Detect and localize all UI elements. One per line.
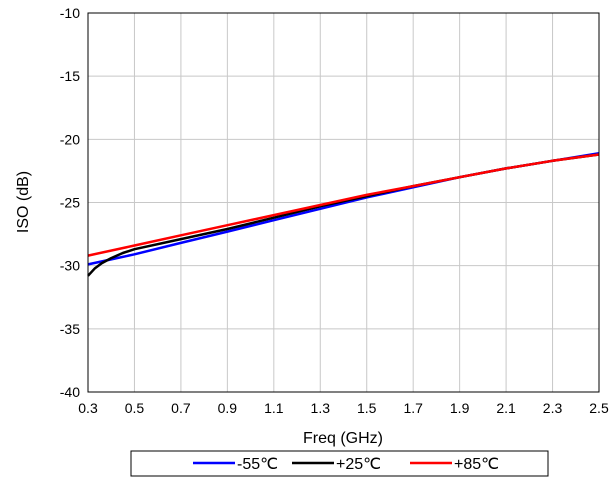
x-tick-label: 1.5 [357,400,377,416]
x-tick-label: 1.1 [264,400,284,416]
legend-label: -55℃ [237,456,278,473]
legend-label: +85℃ [454,456,499,473]
series-group [87,151,600,277]
y-tick-label: -35 [60,321,80,337]
x-tick-label: 0.5 [125,400,145,416]
y-tick-label: -15 [60,68,80,84]
series-line [87,153,600,257]
x-tick-label: 1.7 [403,400,423,416]
legend: -55℃ +25℃ +85℃ [130,450,549,477]
y-axis-title: ISO (dB) [15,171,32,233]
x-tick-label: 1.9 [450,400,470,416]
x-tick-label: 0.9 [218,400,238,416]
x-tick-label: 2.1 [496,400,516,416]
x-tick-label: 2.5 [589,400,609,416]
plot-frame [87,12,600,393]
y-tick-labels: -10 -15 -20 -25 -30 -35 -40 [60,5,80,400]
y-tick-label: -20 [60,131,80,147]
y-tick-label: -25 [60,195,80,211]
x-axis-title: Freq (GHz) [303,430,383,447]
x-tick-label: 0.3 [78,400,98,416]
legend-label: +25℃ [336,456,381,473]
x-tick-label: 2.3 [543,400,563,416]
x-tick-label: 1.3 [311,400,331,416]
y-tick-label: -40 [60,384,80,400]
x-tick-labels: 0.3 0.5 0.7 0.9 1.1 1.3 1.5 1.7 1.9 2.1 2.3 2.5 [78,400,609,416]
y-tick-label: -10 [60,5,80,21]
y-tick-label: -30 [60,258,80,274]
x-tick-label: 0.7 [171,400,191,416]
